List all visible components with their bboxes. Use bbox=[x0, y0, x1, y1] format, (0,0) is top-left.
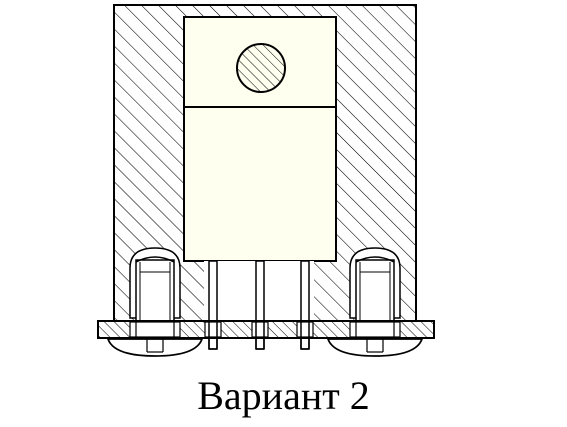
mounting-hole bbox=[236, 43, 286, 93]
left-screw-head bbox=[106, 338, 204, 357]
variant-caption: Вариант 2 bbox=[197, 373, 370, 418]
circuit-board bbox=[97, 320, 435, 350]
right-screw-head bbox=[326, 338, 424, 357]
right-mounting-screw bbox=[355, 256, 395, 323]
left-mounting-screw bbox=[135, 256, 175, 323]
to220-transistor bbox=[183, 16, 337, 262]
